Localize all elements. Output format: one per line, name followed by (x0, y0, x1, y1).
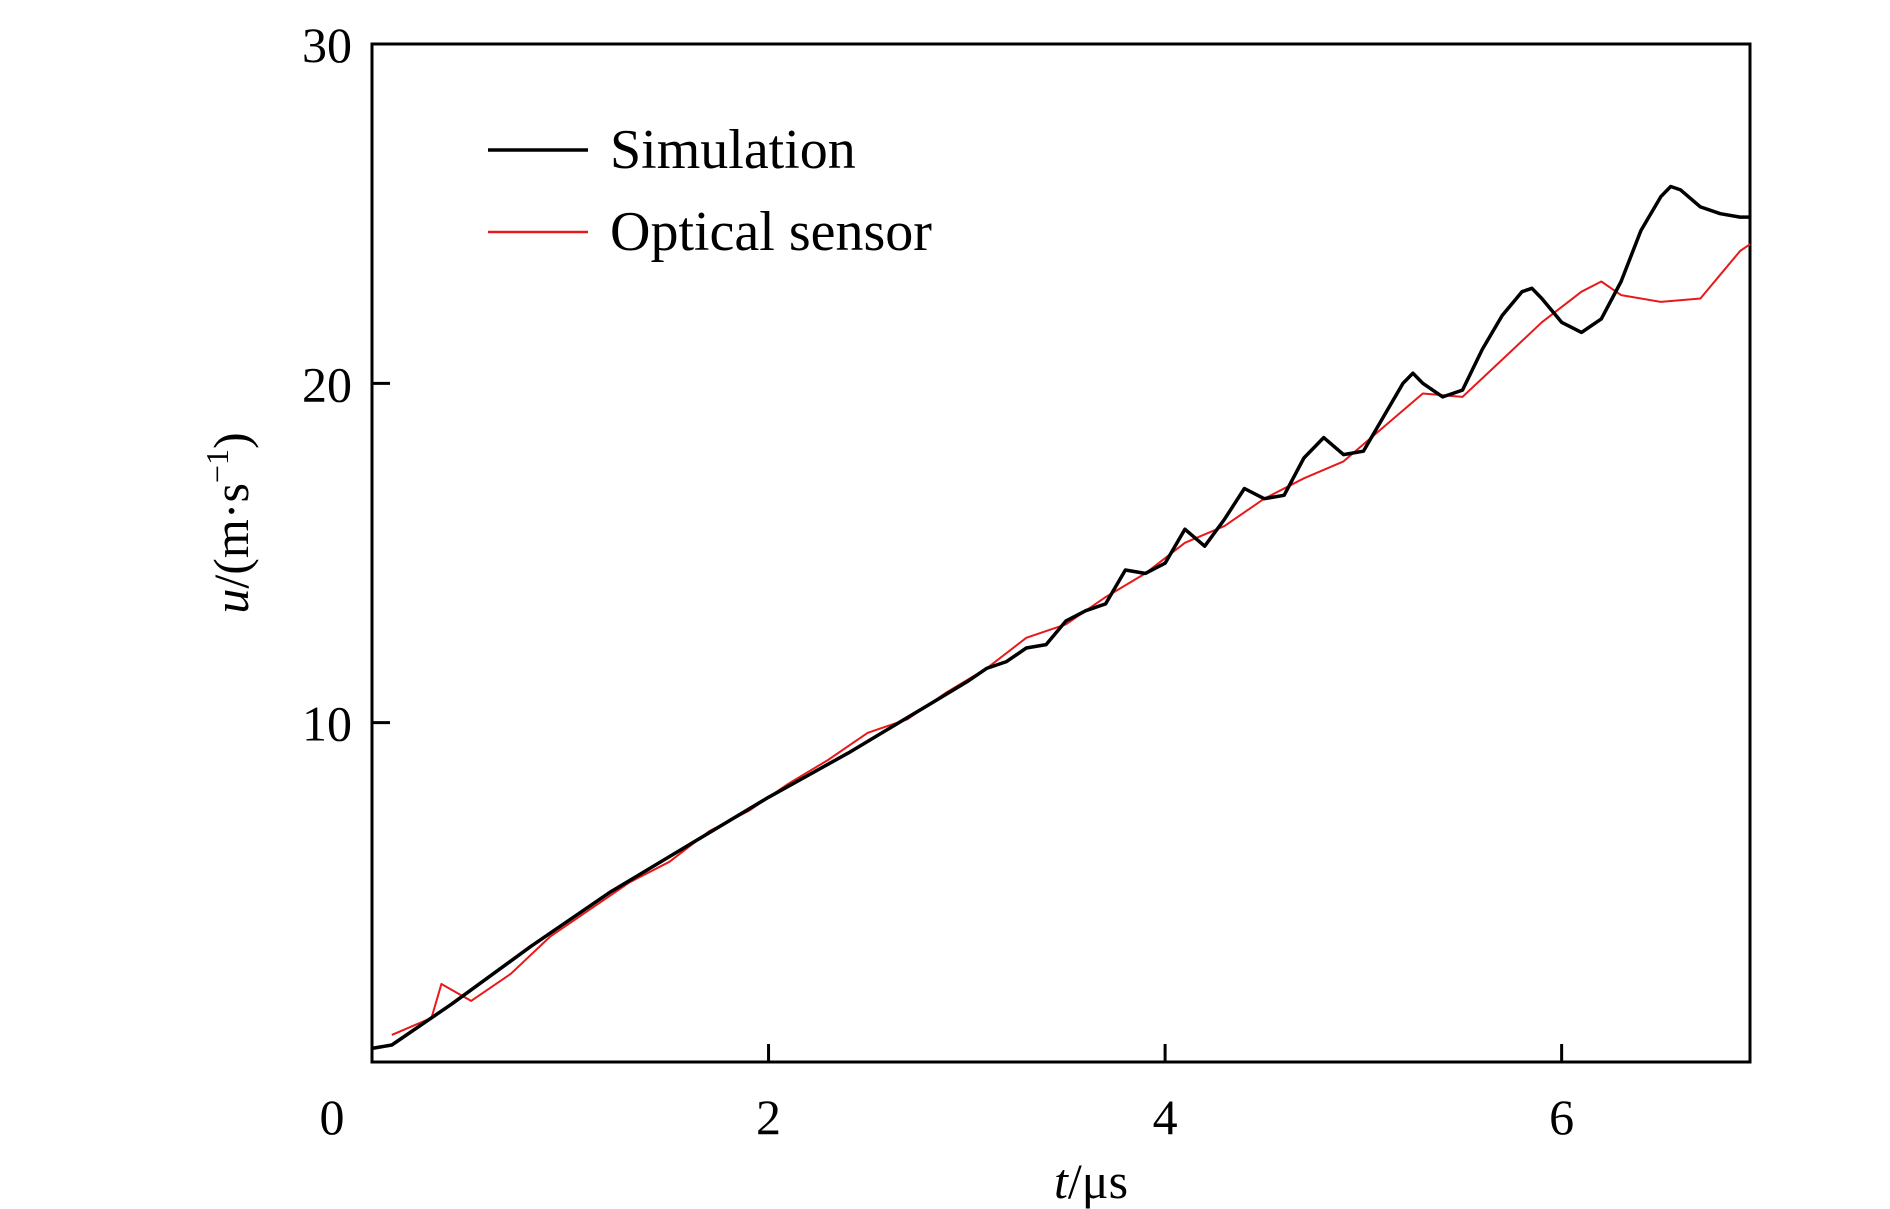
plot-frame (370, 42, 1752, 1064)
y-axis-var: u (203, 589, 259, 614)
series-line-optical-sensor (391, 243, 1751, 1036)
series-line-simulation (371, 184, 1750, 1051)
x-tick-label: 0 (320, 1089, 345, 1145)
x-tick-label: 6 (1549, 1089, 1574, 1145)
x-axis-ticks: 0 2 4 6 (320, 1044, 1574, 1145)
y-tick-label: 30 (302, 17, 352, 73)
y-tick-label: 10 (302, 696, 352, 752)
legend: Simulation Optical sensor (488, 119, 932, 263)
series-layer (371, 184, 1751, 1051)
x-axis-title: t/μs (1054, 1153, 1128, 1209)
y-axis-unit-open: /(m·s (203, 483, 259, 589)
y-axis-ticks: 10 20 30 (302, 17, 390, 752)
x-axis-unit: /μs (1068, 1153, 1128, 1209)
y-axis-unit-sup: −1 (199, 449, 235, 483)
legend-label: Simulation (610, 119, 856, 181)
y-axis-unit-close: ) (203, 432, 259, 449)
y-tick-label: 20 (302, 356, 352, 412)
x-axis-var: t (1054, 1153, 1069, 1209)
x-tick-label: 2 (756, 1089, 781, 1145)
y-axis-title: u/(m·s−1) (199, 432, 259, 613)
x-tick-label: 4 (1153, 1089, 1178, 1145)
legend-label: Optical sensor (610, 201, 932, 263)
